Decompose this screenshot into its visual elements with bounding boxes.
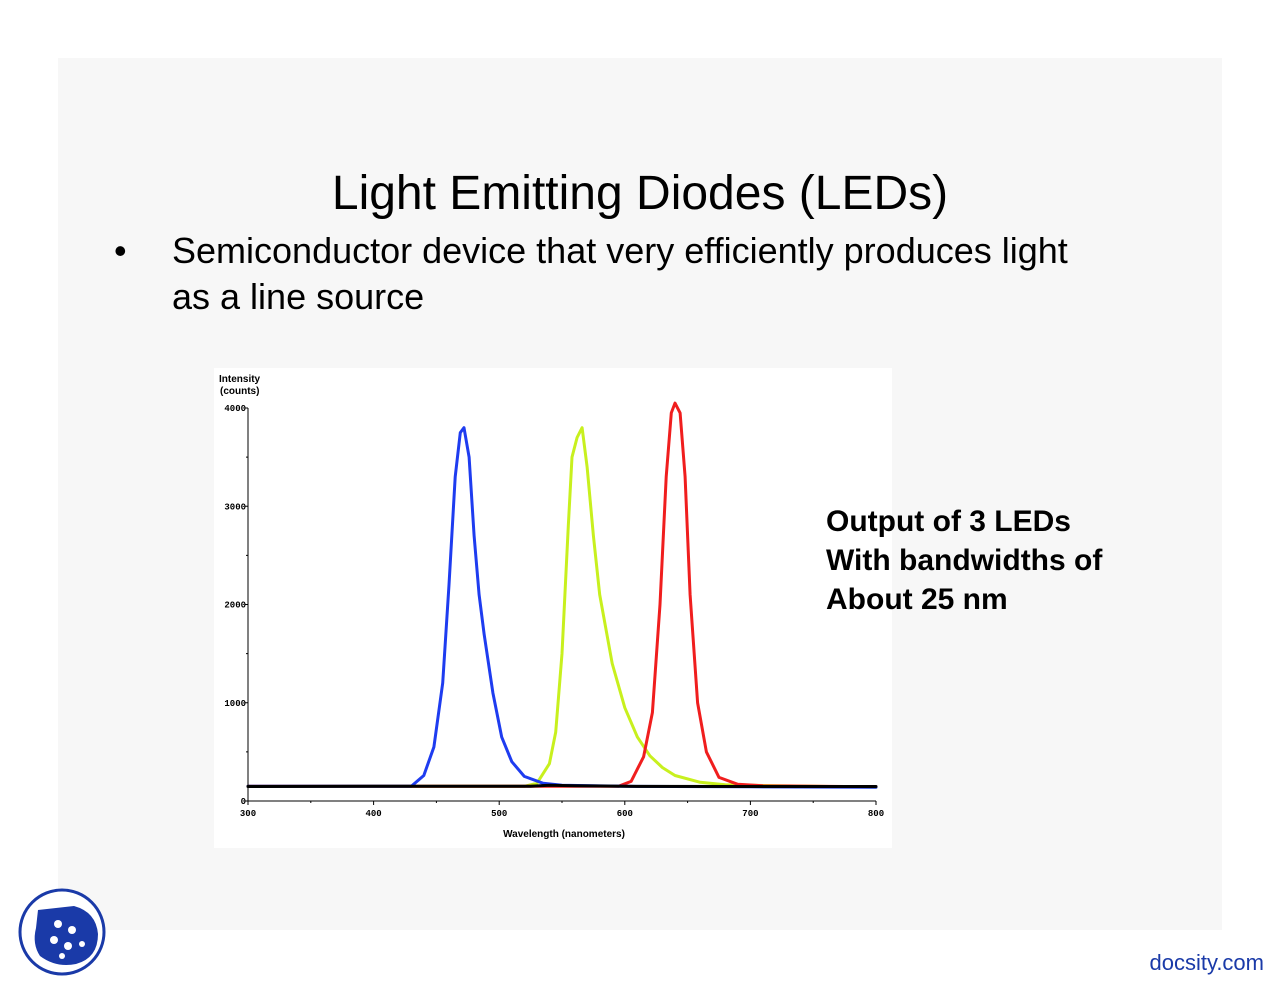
series-layer: [246, 401, 878, 789]
chart-annotation: Output of 3 LEDs With bandwidths of Abou…: [826, 502, 1166, 619]
series-line-3: [246, 783, 878, 788]
docsity-logo-icon: [18, 888, 106, 976]
x-tick-label: 500: [491, 809, 507, 819]
x-tick-label: 800: [868, 809, 884, 819]
annotation-line-2: With bandwidths of: [826, 544, 1103, 577]
y-axis-label-line-1: Intensity: [219, 374, 261, 385]
y-tick-label: 4000: [224, 404, 246, 414]
y-axis-label-line-2: (counts): [220, 386, 259, 397]
led-spectrum-chart: 300 400 500 600 700 800 0 1000 2000 3000 4000 Int…: [214, 368, 892, 848]
series-line-1: [246, 401, 878, 789]
y-tick-label: 2000: [224, 601, 246, 611]
bullet-line-2: as a line source: [172, 276, 425, 317]
y-ticks: 0 1000 2000 3000 4000: [224, 404, 248, 807]
x-ticks: 300 400 500 600 700 800: [240, 801, 884, 819]
y-tick-label: 1000: [224, 699, 246, 709]
docsity-watermark: docsity.com: [1149, 950, 1264, 975]
x-axis-label: Wavelength (nanometers): [503, 829, 625, 840]
y-tick-label: 0: [241, 797, 246, 807]
annotation-line-3: About 25 nm: [826, 583, 1008, 616]
annotation-line-1: Output of 3 LEDs: [826, 505, 1071, 538]
x-tick-label: 300: [240, 809, 256, 819]
series-line-2: [246, 426, 878, 789]
x-tick-label: 600: [617, 809, 633, 819]
slide-title: Light Emitting Diodes (LEDs): [331, 167, 949, 220]
x-tick-label: 700: [742, 809, 758, 819]
series-line-0: [246, 426, 878, 789]
y-tick-label: 3000: [224, 502, 246, 512]
bullet-item: • Semiconductor device that very efficie…: [114, 228, 1114, 320]
x-tick-label: 400: [365, 809, 381, 819]
bullet-line-1: Semiconductor device that very efficient…: [172, 230, 1068, 271]
bullet-dot: •: [114, 230, 127, 271]
chart-svg: 300 400 500 600 700 800 0 1000 2000 3000 4000 Int…: [219, 374, 884, 840]
